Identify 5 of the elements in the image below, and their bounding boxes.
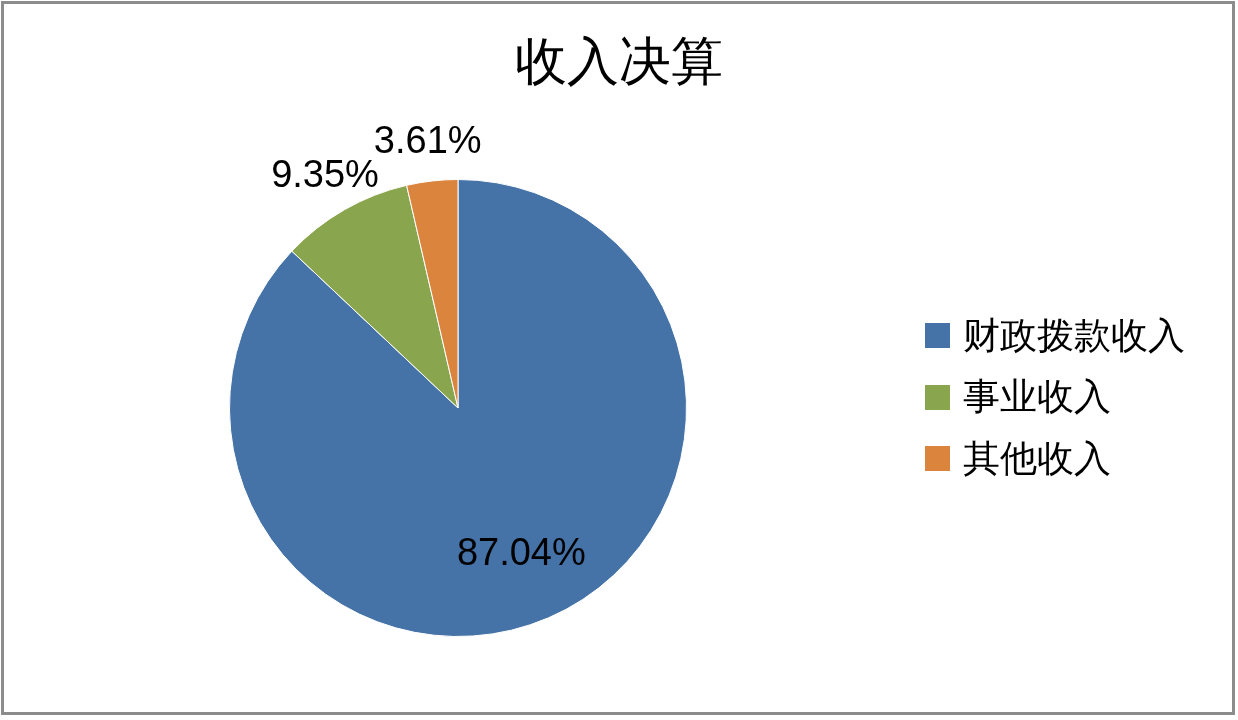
legend-label: 财政拨款收入 xyxy=(963,313,1185,358)
chart-title: 收入决算 xyxy=(515,32,723,90)
data-label: 87.04% xyxy=(456,531,586,574)
legend-label: 事业收入 xyxy=(963,375,1111,420)
legend-label: 其他收入 xyxy=(963,436,1111,481)
